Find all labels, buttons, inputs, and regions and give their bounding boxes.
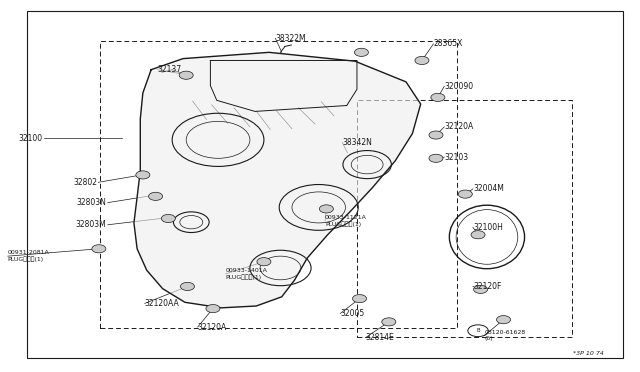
Text: 32120A: 32120A bbox=[444, 122, 474, 131]
Text: 320090: 320090 bbox=[444, 82, 474, 91]
Circle shape bbox=[319, 205, 333, 213]
Text: 32100: 32100 bbox=[19, 134, 43, 142]
Text: B: B bbox=[476, 328, 480, 333]
Circle shape bbox=[206, 305, 220, 312]
Text: 38342N: 38342N bbox=[342, 138, 372, 147]
Circle shape bbox=[458, 190, 472, 198]
Circle shape bbox=[429, 154, 443, 162]
Circle shape bbox=[474, 285, 488, 294]
Circle shape bbox=[136, 171, 150, 179]
Text: 32005: 32005 bbox=[340, 309, 365, 318]
Text: 08120-61628
(6): 08120-61628 (6) bbox=[484, 330, 525, 341]
Circle shape bbox=[148, 192, 163, 201]
Text: 32814E: 32814E bbox=[366, 333, 395, 342]
Text: 32802: 32802 bbox=[73, 178, 97, 187]
Text: 28365X: 28365X bbox=[433, 39, 463, 48]
Text: *3P 10 74: *3P 10 74 bbox=[573, 351, 604, 356]
Circle shape bbox=[353, 295, 367, 303]
Circle shape bbox=[92, 245, 106, 253]
Circle shape bbox=[471, 231, 485, 239]
Text: 32803M: 32803M bbox=[76, 220, 106, 229]
Text: 32137: 32137 bbox=[157, 65, 182, 74]
Text: 00931-2081A
PLUGプラグ(1): 00931-2081A PLUGプラグ(1) bbox=[8, 250, 49, 262]
Circle shape bbox=[415, 57, 429, 64]
Circle shape bbox=[180, 282, 195, 291]
Circle shape bbox=[382, 318, 396, 326]
Text: 38322M: 38322M bbox=[275, 34, 306, 43]
Text: 32120F: 32120F bbox=[473, 282, 501, 291]
Circle shape bbox=[257, 258, 271, 266]
Circle shape bbox=[497, 315, 511, 324]
Circle shape bbox=[161, 214, 175, 222]
Circle shape bbox=[179, 71, 193, 79]
Circle shape bbox=[355, 48, 369, 57]
Text: 32103: 32103 bbox=[444, 153, 468, 162]
Circle shape bbox=[429, 131, 443, 139]
Text: 00933-1401A
PLUGプラグ(1): 00933-1401A PLUGプラグ(1) bbox=[226, 268, 268, 280]
Text: 32004M: 32004M bbox=[473, 185, 504, 193]
Text: 32120AA: 32120AA bbox=[145, 299, 179, 308]
Text: 32120A: 32120A bbox=[198, 323, 227, 331]
Circle shape bbox=[431, 93, 445, 102]
Text: 32100H: 32100H bbox=[473, 223, 503, 232]
Text: 00933-1121A
PLUGプラグ(1): 00933-1121A PLUGプラグ(1) bbox=[325, 215, 367, 227]
Bar bbox=[100, 41, 457, 328]
Text: 32803N: 32803N bbox=[77, 198, 106, 207]
Polygon shape bbox=[134, 52, 420, 308]
Bar bbox=[357, 100, 572, 337]
